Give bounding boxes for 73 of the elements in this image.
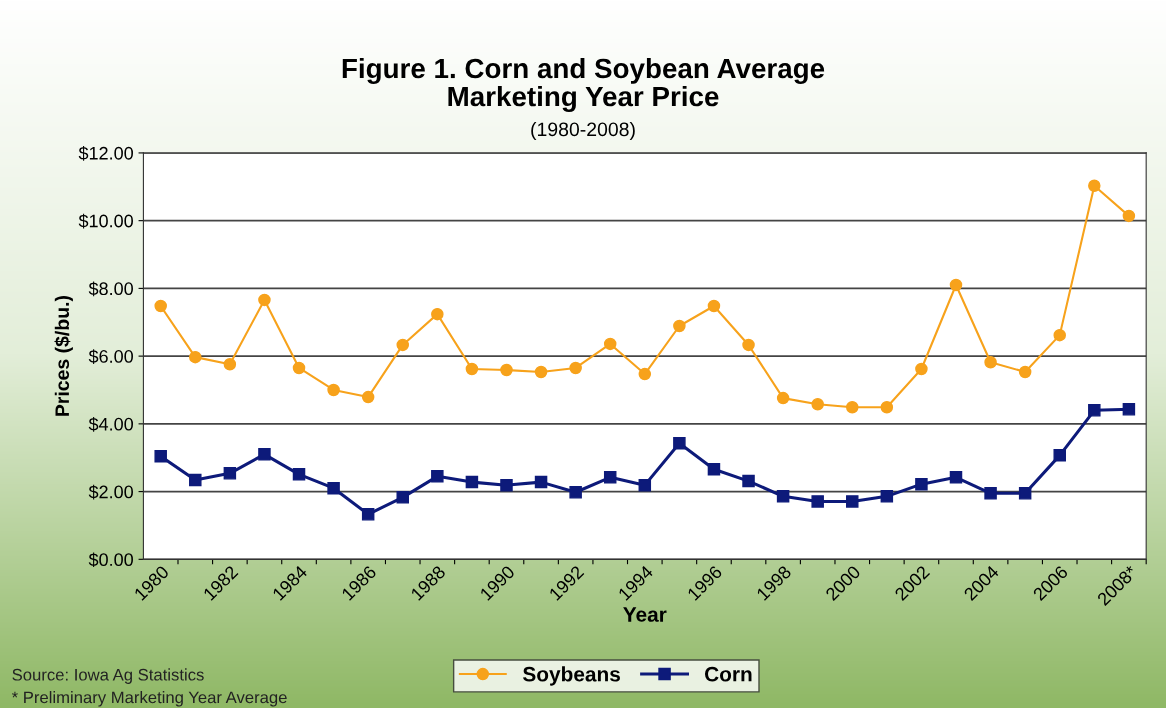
point [258, 448, 271, 461]
point [500, 363, 513, 377]
point [154, 450, 167, 463]
point [223, 467, 237, 480]
point [638, 367, 652, 381]
point [223, 358, 237, 371]
point [673, 319, 686, 333]
point [361, 390, 375, 404]
point [846, 401, 859, 414]
point [292, 468, 306, 481]
y-tick-label: $12.00 [78, 146, 133, 161]
point [1122, 209, 1136, 223]
point [1053, 328, 1066, 342]
point [569, 486, 582, 499]
point [949, 471, 963, 484]
point [915, 362, 928, 376]
point [534, 475, 548, 489]
point [189, 473, 202, 487]
point [396, 338, 410, 352]
point [1122, 403, 1136, 416]
point [742, 338, 755, 352]
point [776, 490, 790, 503]
point [811, 495, 824, 508]
point [292, 361, 306, 375]
point [742, 474, 755, 488]
point [534, 365, 548, 379]
source-note: Source: Iowa Ag Statistics [12, 668, 204, 684]
chart-subtitle: (1980-2008) [531, 121, 635, 141]
y-tick-label: $10.00 [78, 213, 133, 229]
y-axis-title: Prices ($/bu.) [54, 296, 73, 416]
point [984, 487, 997, 500]
text: * Preliminary Marketing Year Average [11, 691, 287, 707]
point [603, 337, 617, 351]
point [396, 491, 410, 504]
point [811, 397, 824, 411]
legend-label: Corn [705, 666, 752, 682]
point [1088, 404, 1101, 417]
point [776, 391, 790, 405]
point [361, 508, 375, 521]
point [673, 436, 686, 450]
point [707, 299, 721, 313]
y-tick-label: $2.00 [88, 484, 133, 500]
point [880, 401, 894, 414]
point [603, 471, 617, 484]
point [431, 470, 444, 483]
point [189, 350, 202, 364]
y-tick-label: $6.00 [88, 349, 133, 364]
point [569, 361, 582, 375]
point [1053, 449, 1066, 462]
point [1018, 365, 1032, 379]
y-tick-label: $0.00 [88, 552, 133, 568]
point [258, 293, 271, 307]
chart-title: Figure 1. Corn and Soybean Average Marketing Year Price [342, 57, 825, 112]
point [465, 475, 479, 489]
point [707, 462, 721, 476]
point [1088, 179, 1101, 193]
point [500, 478, 513, 492]
point [154, 299, 167, 313]
point [949, 278, 963, 292]
point [984, 355, 997, 369]
legend-label: Soybeans [522, 666, 620, 686]
y-tick-label: $8.00 [88, 281, 133, 297]
point [431, 307, 444, 321]
point [880, 490, 894, 503]
point [465, 362, 479, 376]
y-tick-label: $4.00 [88, 417, 133, 432]
point [638, 478, 652, 492]
x-axis-title: Year [623, 607, 667, 622]
point [915, 477, 928, 491]
point [1018, 487, 1032, 500]
point [327, 383, 340, 397]
point [846, 495, 859, 508]
point [327, 481, 340, 495]
